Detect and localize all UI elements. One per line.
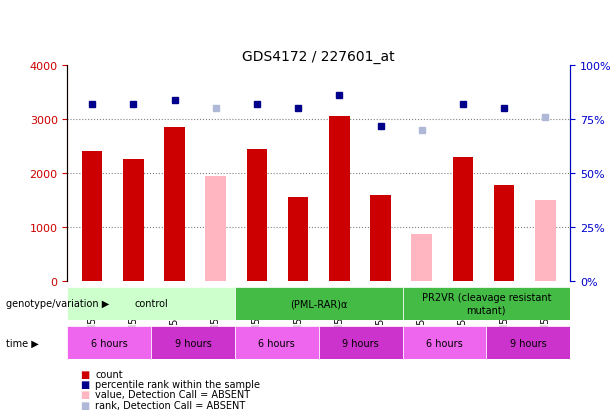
FancyBboxPatch shape — [235, 326, 319, 359]
FancyBboxPatch shape — [486, 326, 570, 359]
Title: GDS4172 / 227601_at: GDS4172 / 227601_at — [243, 50, 395, 64]
Text: 9 hours: 9 hours — [510, 338, 547, 348]
Text: percentile rank within the sample: percentile rank within the sample — [95, 379, 260, 389]
Text: count: count — [95, 369, 123, 379]
FancyBboxPatch shape — [67, 287, 235, 320]
Bar — [205, 176, 226, 281]
FancyBboxPatch shape — [235, 287, 403, 320]
Text: 6 hours: 6 hours — [426, 338, 463, 348]
Text: value, Detection Call = ABSENT: value, Detection Call = ABSENT — [95, 389, 250, 399]
Bar — [370, 196, 391, 281]
Text: 6 hours: 6 hours — [91, 338, 128, 348]
FancyBboxPatch shape — [67, 326, 151, 359]
Text: ■: ■ — [80, 389, 89, 399]
Bar — [452, 157, 473, 281]
FancyBboxPatch shape — [403, 326, 486, 359]
Text: (PML-RAR)α: (PML-RAR)α — [290, 299, 348, 309]
Text: 9 hours: 9 hours — [175, 338, 211, 348]
Bar — [246, 149, 267, 281]
Text: control: control — [134, 299, 168, 309]
Bar — [329, 117, 349, 281]
FancyBboxPatch shape — [403, 287, 570, 320]
Bar — [494, 185, 514, 281]
Bar — [123, 160, 143, 281]
Bar — [164, 128, 185, 281]
Text: 9 hours: 9 hours — [342, 338, 379, 348]
Text: genotype/variation ▶: genotype/variation ▶ — [6, 299, 109, 309]
Bar — [535, 200, 555, 281]
Text: ■: ■ — [80, 369, 89, 379]
Bar — [411, 234, 432, 281]
FancyBboxPatch shape — [319, 326, 403, 359]
Text: PR2VR (cleavage resistant
mutant): PR2VR (cleavage resistant mutant) — [422, 293, 551, 314]
Text: time ▶: time ▶ — [6, 338, 39, 348]
Bar — [82, 152, 102, 281]
Text: ■: ■ — [80, 400, 89, 410]
Text: rank, Detection Call = ABSENT: rank, Detection Call = ABSENT — [95, 400, 245, 410]
Bar — [288, 197, 308, 281]
FancyBboxPatch shape — [151, 326, 235, 359]
Text: 6 hours: 6 hours — [259, 338, 295, 348]
Text: ■: ■ — [80, 379, 89, 389]
